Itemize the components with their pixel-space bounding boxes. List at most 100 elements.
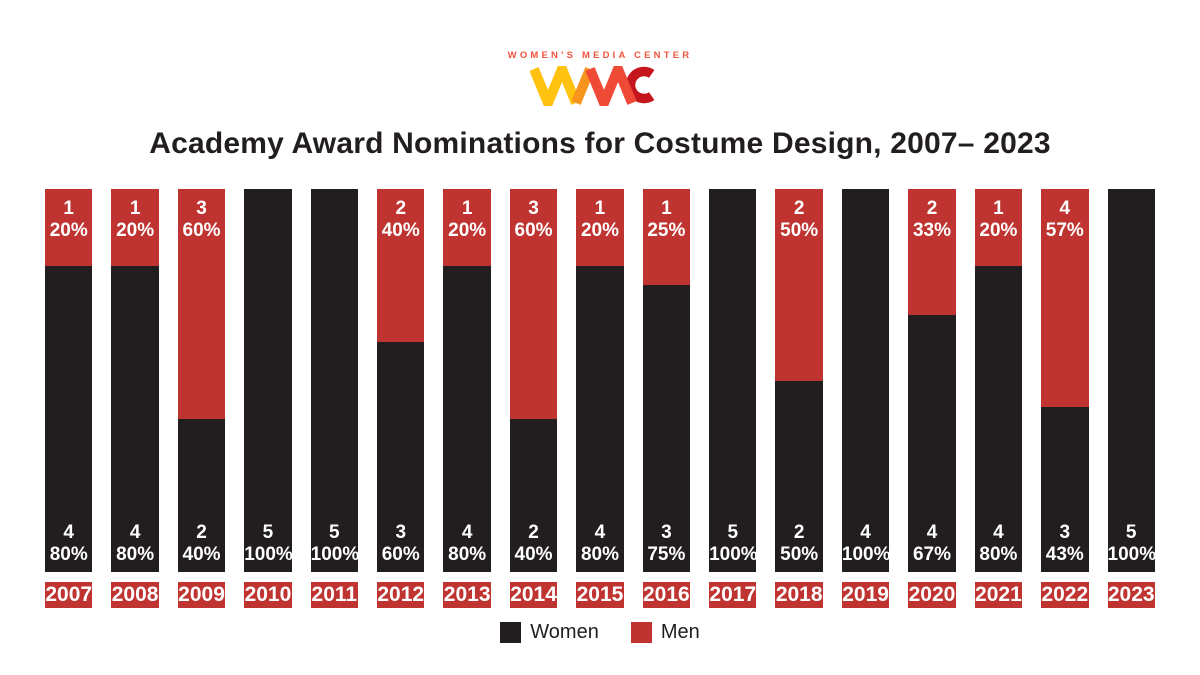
legend: Women Men — [0, 621, 1200, 644]
men-segment-2008: 1 20% — [111, 189, 159, 266]
women-segment-2010: 5 100% — [244, 189, 293, 572]
women-label-2021: 4 80% — [975, 522, 1022, 566]
year-label-2022: 2022 — [1041, 582, 1089, 608]
bar-column-2009: 3 60% 2 40% 2009 — [177, 189, 226, 608]
men-label-2014-percent: 60% — [514, 220, 553, 241]
women-label-2020-count: 4 — [926, 522, 938, 543]
women-segment-2022: 3 43% — [1041, 407, 1089, 572]
men-segment-2016: 1 25% — [642, 189, 691, 285]
men-label-2013-percent: 20% — [448, 220, 487, 241]
men-label-2012: 2 40% — [377, 198, 424, 242]
men-label-2013-count: 1 — [461, 198, 473, 219]
men-label-2022-percent: 57% — [1045, 220, 1084, 241]
men-segment-2020: 2 33% — [908, 189, 956, 316]
stacked-bar-2016: 1 25% 3 75% — [642, 189, 691, 572]
women-segment-2007: 4 80% — [45, 265, 93, 572]
legend-label-women: Women — [530, 621, 599, 643]
women-segment-2021: 4 80% — [974, 265, 1023, 572]
women-label-2009-count: 2 — [196, 522, 207, 543]
wmc-logo: WOMEN'S MEDIA CENTER — [0, 50, 1200, 106]
women-label-2019-count: 4 — [860, 522, 871, 543]
men-label-2021-count: 1 — [993, 198, 1004, 219]
men-label-2022: 4 57% — [1041, 198, 1088, 242]
men-label-2013: 1 20% — [443, 198, 490, 242]
women-label-2016-percent: 75% — [647, 544, 686, 565]
men-segment-2014: 3 60% — [509, 189, 558, 419]
men-label-2016-count: 1 — [661, 198, 672, 219]
women-label-2018-percent: 50% — [780, 544, 819, 565]
men-label-2012-count: 2 — [395, 198, 407, 219]
wmc-logo-icon — [530, 66, 655, 106]
year-label-2021: 2021 — [974, 582, 1023, 608]
men-label-2009: 3 60% — [178, 198, 225, 242]
bar-column-2008: 1 20% 4 80% 2008 — [111, 189, 159, 608]
women-label-2007-count: 4 — [63, 522, 74, 543]
men-segment-2013: 1 20% — [443, 189, 491, 266]
women-label-2012-percent: 60% — [381, 544, 420, 565]
women-label-2023-percent: 100% — [1107, 544, 1157, 565]
stacked-bar-2021: 1 20% 4 80% — [974, 189, 1023, 572]
stacked-bar-2010: 5 100% — [244, 189, 293, 572]
women-label-2010-percent: 100% — [244, 544, 293, 565]
women-segment-2011: 5 100% — [310, 189, 359, 572]
men-label-2014-count: 3 — [528, 198, 539, 219]
stacked-bar-2012: 2 40% 3 60% — [377, 189, 425, 572]
stacked-bar-2014: 3 60% 2 40% — [509, 189, 558, 572]
year-label-2009: 2009 — [177, 582, 226, 608]
men-label-2009-percent: 60% — [182, 220, 221, 241]
stacked-bar-chart: 1 20% 4 80% 2007 1 20% 4 80% 2008 3 60% 2 40% 2009 5 100… — [45, 189, 1157, 608]
stacked-bar-2023: 5 100% — [1107, 189, 1157, 572]
men-label-2015-percent: 20% — [580, 220, 619, 241]
year-label-2016: 2016 — [642, 582, 691, 608]
bars-row: 1 20% 4 80% 2007 1 20% 4 80% 2008 3 60% 2 40% 2009 5 100… — [45, 189, 1157, 608]
women-label-2022-count: 3 — [1059, 522, 1071, 543]
men-label-2022-count: 4 — [1059, 198, 1071, 219]
women-label-2014: 2 40% — [510, 522, 557, 566]
year-label-2020: 2020 — [908, 582, 956, 608]
bar-column-2023: 5 100% 2023 — [1107, 189, 1157, 608]
bar-column-2022: 4 57% 3 43% 2022 — [1041, 189, 1089, 608]
women-label-2013-percent: 80% — [448, 544, 487, 565]
men-label-2016-percent: 25% — [647, 220, 686, 241]
women-label-2008: 4 80% — [111, 522, 158, 566]
women-label-2009: 2 40% — [178, 522, 225, 566]
women-label-2012: 3 60% — [377, 522, 424, 566]
women-label-2023: 5 100% — [1107, 522, 1157, 566]
bar-column-2018: 2 50% 2 50% 2018 — [775, 189, 823, 608]
men-segment-2009: 3 60% — [177, 189, 226, 419]
women-segment-2020: 4 67% — [908, 315, 956, 572]
men-label-2015-count: 1 — [594, 198, 606, 219]
men-label-2008: 1 20% — [111, 198, 158, 242]
legend-swatch-men — [630, 622, 652, 643]
bar-column-2015: 1 20% 4 80% 2015 — [576, 189, 624, 608]
year-label-2011: 2011 — [310, 582, 359, 608]
women-segment-2008: 4 80% — [111, 265, 159, 572]
women-label-2010-count: 5 — [262, 522, 274, 543]
men-segment-2012: 2 40% — [377, 189, 425, 343]
stacked-bar-2011: 5 100% — [310, 189, 359, 572]
women-label-2016-count: 3 — [661, 522, 672, 543]
women-label-2016: 3 75% — [643, 522, 690, 566]
men-segment-2022: 4 57% — [1041, 189, 1089, 408]
women-label-2014-percent: 40% — [514, 544, 553, 565]
year-label-2015: 2015 — [576, 582, 624, 608]
stacked-bar-2018: 2 50% 2 50% — [775, 189, 823, 572]
women-segment-2016: 3 75% — [642, 284, 691, 572]
year-label-2014: 2014 — [509, 582, 558, 608]
year-label-2023: 2023 — [1107, 582, 1155, 608]
women-label-2020: 4 67% — [908, 522, 955, 566]
stacked-bar-2008: 1 20% 4 80% — [111, 189, 159, 572]
women-label-2019-percent: 100% — [841, 544, 891, 565]
women-label-2015-percent: 80% — [580, 544, 619, 565]
stacked-bar-2020: 2 33% 4 67% — [908, 189, 956, 572]
men-label-2018-percent: 50% — [780, 220, 819, 241]
men-label-2009-count: 3 — [196, 198, 207, 219]
men-label-2020: 2 33% — [908, 198, 955, 242]
women-label-2008-percent: 80% — [116, 544, 155, 565]
women-label-2014-count: 2 — [528, 522, 539, 543]
men-label-2018: 2 50% — [775, 198, 822, 242]
bar-column-2016: 1 25% 3 75% 2016 — [642, 189, 691, 608]
bar-column-2014: 3 60% 2 40% 2014 — [509, 189, 558, 608]
legend-label-men: Men — [660, 621, 700, 643]
